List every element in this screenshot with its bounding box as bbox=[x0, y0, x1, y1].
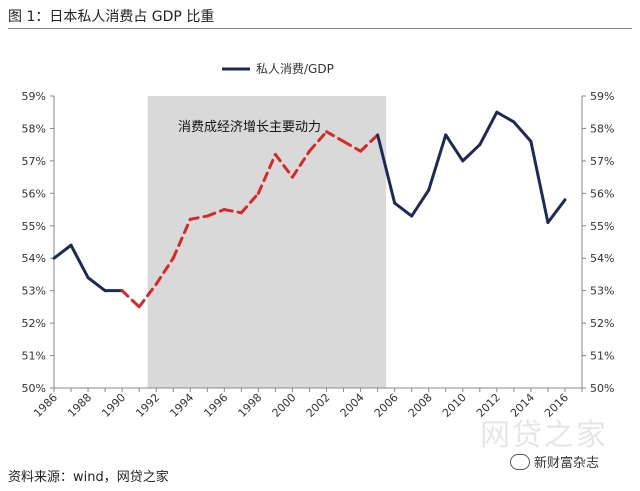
y-tick-label-left: 52% bbox=[22, 317, 46, 330]
series-line-segment bbox=[461, 143, 482, 163]
source-note: 资料来源：wind，网贷之家 bbox=[8, 470, 169, 485]
highlight-line-segment bbox=[137, 282, 158, 309]
y-tick-label-right: 56% bbox=[590, 187, 614, 200]
y-tick-label-left: 58% bbox=[22, 122, 46, 135]
line-chart: 50% 50% 51% 51% 52% 52% 53% 53% 54% 54% 55% 55% 56% 5… bbox=[22, 62, 615, 420]
annotation-text: 消费成经济增长主要动力 bbox=[178, 120, 321, 135]
y-tick-label-left: 56% bbox=[22, 187, 46, 200]
y-tick-label-right: 58% bbox=[590, 122, 614, 135]
series-line-segment bbox=[86, 276, 107, 293]
series-line-segment bbox=[444, 133, 465, 163]
x-tick-label: 1994 bbox=[167, 391, 196, 420]
y-tick-label-left: 50% bbox=[22, 382, 46, 395]
x-tick-label: 1992 bbox=[133, 391, 162, 420]
y-tick-label-left: 54% bbox=[22, 252, 46, 265]
series-line-segment bbox=[495, 110, 516, 124]
wechat-icon bbox=[510, 453, 530, 470]
highlight-line-segment bbox=[205, 208, 226, 218]
series-line-segment bbox=[52, 243, 73, 260]
y-tick-label-left: 59% bbox=[22, 90, 46, 103]
y-tick-label-right: 59% bbox=[590, 90, 614, 103]
highlight-line-segment bbox=[256, 152, 277, 195]
x-tick-label: 2004 bbox=[338, 391, 367, 420]
y-tick-label-right: 53% bbox=[590, 285, 614, 298]
x-tick-label: 1986 bbox=[31, 391, 60, 420]
wechat-badge: 新财富杂志 bbox=[510, 452, 599, 471]
y-tick-label-left: 55% bbox=[22, 220, 46, 233]
watermark-text: 网贷之家 bbox=[480, 418, 608, 453]
y-tick-label-right: 57% bbox=[590, 155, 614, 168]
series-line-segment bbox=[529, 139, 550, 225]
legend-label: 私人消费/GDP bbox=[256, 62, 334, 76]
y-tick-label-right: 51% bbox=[590, 350, 614, 363]
x-tick-label: 1988 bbox=[65, 391, 94, 420]
series-line-segment bbox=[69, 243, 90, 280]
series-line-segment bbox=[410, 188, 431, 218]
y-tick-label-right: 52% bbox=[590, 317, 614, 330]
highlight-line-segment bbox=[239, 191, 260, 215]
highlight-line-segment bbox=[120, 289, 141, 309]
title-divider bbox=[8, 28, 632, 29]
series-line-segment bbox=[393, 201, 414, 218]
highlight-line-segment bbox=[188, 214, 209, 221]
y-tick-label-left: 57% bbox=[22, 155, 46, 168]
highlight-line-segment bbox=[171, 217, 192, 260]
highlight-line-segment bbox=[154, 256, 175, 286]
series-line-segment bbox=[376, 133, 397, 205]
highlight-line-segment bbox=[273, 152, 294, 179]
highlight-line-segment bbox=[325, 130, 346, 143]
x-tick-label: 2000 bbox=[270, 391, 299, 420]
x-tick-label: 2008 bbox=[406, 391, 435, 420]
x-tick-label: 2006 bbox=[372, 391, 401, 420]
x-tick-label: 1998 bbox=[236, 391, 265, 420]
highlight-line-segment bbox=[359, 133, 380, 153]
y-tick-label-left: 51% bbox=[22, 350, 46, 363]
highlight-line-segment bbox=[290, 149, 311, 179]
wechat-label: 新财富杂志 bbox=[534, 456, 600, 471]
figure-title: 图 1：日本私人消费占 GDP 比重 bbox=[8, 9, 215, 25]
y-tick-label-right: 50% bbox=[590, 382, 614, 395]
highlight-line-segment bbox=[307, 130, 329, 153]
highlight-line-segment bbox=[222, 208, 243, 215]
series-line-segment bbox=[478, 110, 499, 147]
y-tick-label-right: 55% bbox=[590, 220, 614, 233]
shaded-region bbox=[147, 96, 387, 388]
x-tick-label: 1990 bbox=[99, 391, 128, 420]
x-tick-label: 2002 bbox=[304, 391, 333, 420]
y-tick-label-right: 54% bbox=[590, 252, 614, 265]
x-tick-label: 2010 bbox=[440, 391, 469, 420]
series-line-segment bbox=[427, 133, 448, 192]
highlight-line-segment bbox=[342, 139, 363, 153]
y-tick-label-left: 53% bbox=[22, 285, 46, 298]
series-line-segment bbox=[546, 198, 567, 225]
x-tick-label: 1996 bbox=[201, 391, 230, 420]
series-line-segment bbox=[512, 120, 533, 143]
